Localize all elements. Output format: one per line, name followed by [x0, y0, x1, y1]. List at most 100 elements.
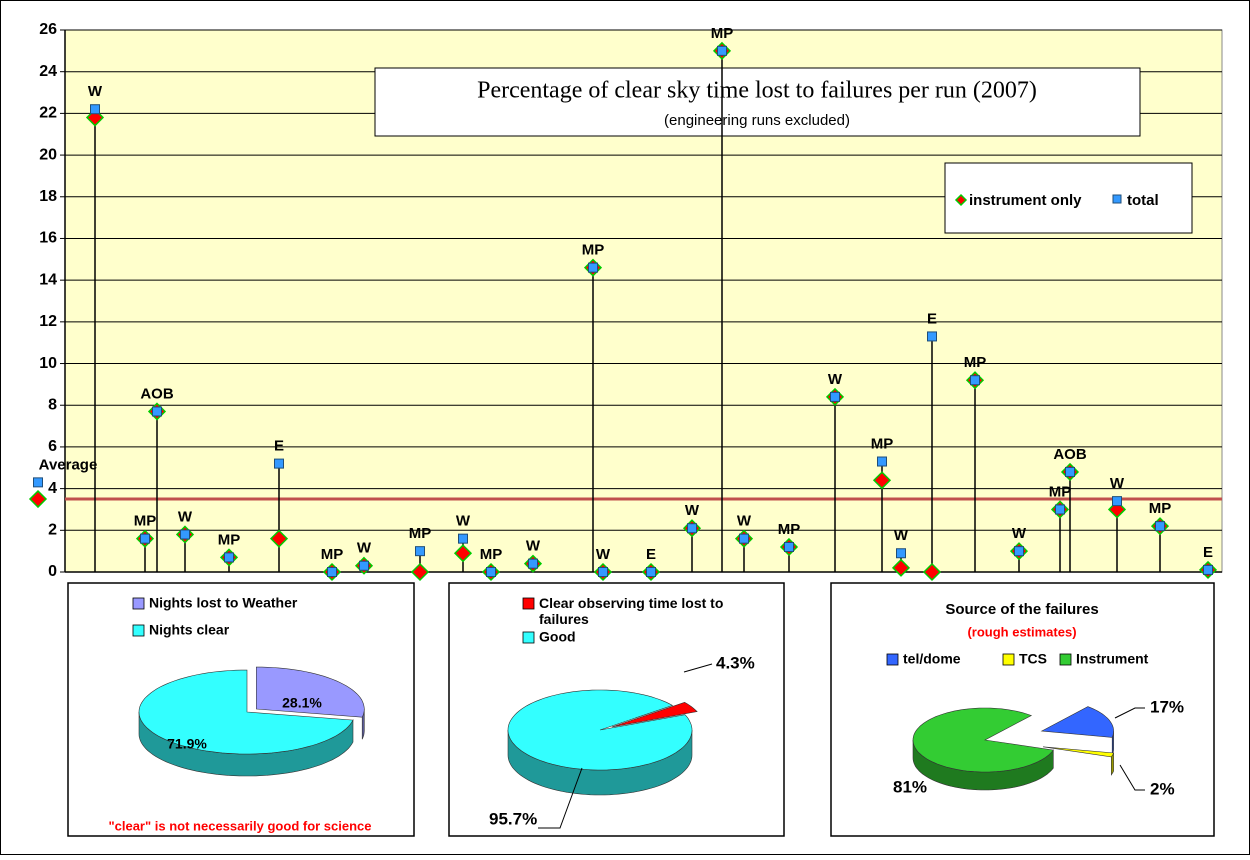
total-marker: [140, 533, 150, 544]
total-marker: [687, 523, 697, 534]
y-tick-label: 10: [39, 355, 57, 372]
point-label: W: [1012, 525, 1027, 542]
pie-slice: [256, 666, 365, 718]
y-tick-label: 4: [48, 480, 57, 497]
y-tick-label: 2: [48, 522, 57, 539]
total-marker: [1014, 546, 1024, 557]
point-label: MP: [582, 242, 605, 259]
pie-panel: [830, 582, 1215, 837]
legend-swatch: [1002, 653, 1015, 666]
leader-line: [1114, 707, 1145, 719]
point-label: MP: [480, 546, 503, 563]
y-tick-label: 16: [39, 230, 57, 247]
total-marker: [717, 45, 727, 56]
pie-slice: [612, 701, 698, 728]
point-label: MP: [1149, 500, 1172, 517]
total-marker: [1055, 504, 1065, 515]
legend-box: [944, 162, 1193, 234]
total-marker: [896, 548, 906, 559]
instrument-marker: [269, 529, 289, 548]
value-label: 95.7%: [489, 809, 537, 828]
total-marker: [359, 560, 369, 571]
y-tick-label: 18: [39, 188, 57, 205]
value-label: 71.9%: [167, 736, 207, 752]
point-label: E: [274, 438, 284, 455]
total-marker: [327, 567, 337, 577]
total-marker: [1112, 496, 1122, 507]
total-marker: [486, 567, 496, 577]
legend-label: tel/dome: [903, 651, 961, 667]
legend-label: Good: [539, 629, 576, 645]
y-tick-label: 12: [39, 313, 57, 330]
total-marker: [458, 533, 468, 544]
instrument-marker: [410, 562, 430, 582]
legend-swatch: [1059, 653, 1072, 666]
legend-label: instrument only: [969, 192, 1082, 209]
point-label: AOB: [1053, 446, 1087, 463]
instrument-marker: [922, 562, 942, 582]
leader-line: [538, 767, 583, 829]
total-marker: [588, 262, 598, 273]
legend-swatch: [132, 624, 145, 637]
legend-label: Nights clear: [149, 622, 230, 638]
point-label: MP: [711, 25, 734, 42]
point-label: W: [828, 371, 843, 388]
total-marker: [1155, 521, 1165, 532]
value-label: 28.1%: [282, 695, 322, 711]
pie-slice: [1040, 706, 1114, 738]
point-label: W: [737, 513, 752, 530]
y-tick-label: 22: [39, 105, 57, 122]
total-marker: [224, 552, 234, 563]
instrument-marker: [872, 471, 892, 490]
point-label: MP: [964, 354, 987, 371]
total-marker: [528, 558, 538, 569]
legend-label: Instrument: [1076, 651, 1149, 667]
leader-line: [1119, 764, 1145, 791]
pie-note: "clear" is not necessarily good for scie…: [108, 818, 371, 833]
point-label: E: [646, 546, 656, 563]
point-label: W: [178, 508, 193, 525]
point-label: E: [1203, 544, 1213, 561]
total-marker: [274, 458, 284, 469]
pie-slice: [507, 689, 693, 771]
chart-subtitle: (engineering runs excluded): [664, 112, 850, 129]
point-label: MP: [778, 521, 801, 538]
total-marker: [1065, 466, 1075, 477]
legend-swatch: [522, 631, 535, 644]
pie-slice: [912, 707, 1054, 773]
total-marker: [90, 104, 100, 115]
legend-label: total: [1127, 192, 1159, 209]
value-label: 4.3%: [716, 653, 755, 672]
point-label: MP: [1049, 483, 1072, 500]
point-label: MP: [218, 531, 241, 548]
value-label: 2%: [1150, 779, 1175, 798]
legend-swatch: [522, 597, 535, 610]
point-label: W: [88, 83, 103, 100]
y-tick-label: 24: [39, 63, 57, 80]
legend-label: TCS: [1019, 651, 1047, 667]
pie-slice: [138, 669, 354, 755]
point-label: W: [526, 538, 541, 555]
y-tick-label: 8: [48, 396, 57, 413]
point-label: W: [894, 527, 909, 544]
legend-swatch: [132, 597, 145, 610]
instrument-marker: [28, 489, 48, 509]
chart-title: Percentage of clear sky time lost to fai…: [477, 78, 1037, 104]
total-marker: [970, 375, 980, 386]
total-marker: [784, 541, 794, 552]
pie-title: Source of the failures: [945, 601, 1098, 618]
total-marker: [180, 529, 190, 540]
legend-swatch: [954, 193, 968, 207]
point-label: MP: [409, 525, 432, 542]
point-label: AOB: [140, 385, 174, 402]
y-tick-label: 0: [48, 563, 57, 580]
point-label: Average: [39, 456, 98, 473]
instrument-marker: [453, 544, 473, 563]
point-label: MP: [321, 546, 344, 563]
total-marker: [877, 456, 887, 467]
y-tick-label: 26: [39, 21, 57, 38]
total-marker: [646, 567, 656, 577]
leader-line: [683, 663, 713, 673]
value-label: 81%: [893, 777, 927, 796]
